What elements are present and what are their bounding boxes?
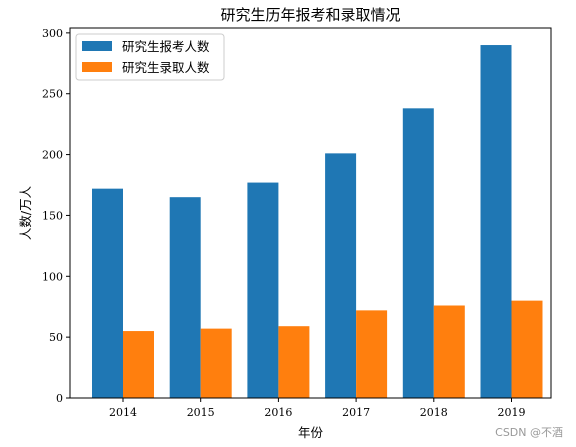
y-tick-label: 300 xyxy=(42,27,63,40)
x-axis-label: 年份 xyxy=(298,425,324,440)
bar-applicants-2014 xyxy=(92,188,123,398)
legend-entry: 研究生报考人数 xyxy=(122,39,210,54)
bar-applicants-2016 xyxy=(247,182,279,398)
chart-title: 研究生历年报考和录取情况 xyxy=(220,6,400,24)
y-axis-label: 人数/万人 xyxy=(18,185,33,240)
x-tick-label: 2014 xyxy=(109,406,137,419)
bar-applicants-2019 xyxy=(480,45,512,398)
bar-admitted-2017 xyxy=(356,310,388,398)
y-tick-label: 150 xyxy=(42,209,63,222)
bar-applicants-2017 xyxy=(325,153,357,398)
y-tick-label: 0 xyxy=(56,392,63,405)
bars xyxy=(92,45,543,398)
legend-swatch xyxy=(82,41,112,51)
y-tick-label: 200 xyxy=(42,149,63,162)
y-tick-label: 100 xyxy=(42,270,63,283)
x-tick-label: 2018 xyxy=(420,406,448,419)
bar-admitted-2014 xyxy=(123,331,154,398)
x-axis: 2014 2015 2016 2017 2018 2019 xyxy=(109,398,526,419)
bar-admitted-2019 xyxy=(511,300,543,398)
y-axis: 0 50 100 150 200 250 300 xyxy=(42,27,70,405)
axes-frame xyxy=(69,27,552,399)
y-tick-label: 50 xyxy=(49,331,63,344)
x-tick-label: 2015 xyxy=(187,406,215,419)
x-tick-label: 2016 xyxy=(264,406,292,419)
y-tick-label: 250 xyxy=(42,88,63,101)
bar-applicants-2015 xyxy=(169,197,201,398)
bar-applicants-2018 xyxy=(402,108,434,398)
bar-admitted-2015 xyxy=(200,328,232,398)
bar-admitted-2016 xyxy=(278,326,310,398)
legend-entry: 研究生录取人数 xyxy=(122,60,210,75)
legend-box xyxy=(75,33,225,81)
legend-swatch xyxy=(82,62,112,72)
watermark: CSDN @不酒 xyxy=(495,426,563,439)
x-tick-label: 2019 xyxy=(498,406,526,419)
bar-admitted-2018 xyxy=(433,305,465,398)
x-tick-label: 2017 xyxy=(342,406,370,419)
